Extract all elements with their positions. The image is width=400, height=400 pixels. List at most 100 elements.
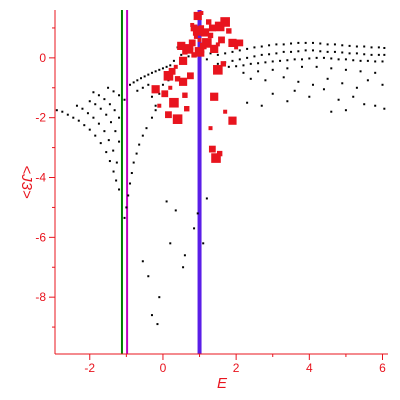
y-ticks: 0 -2 -4 -6 -8	[35, 27, 55, 328]
data-point	[165, 111, 172, 119]
data-point	[260, 104, 263, 107]
data-point	[125, 206, 128, 209]
data-point	[112, 90, 115, 93]
data-point	[370, 46, 373, 49]
data-point	[139, 77, 142, 80]
data-point	[193, 11, 202, 21]
data-point	[231, 59, 234, 62]
data-point	[220, 17, 230, 27]
data-point	[341, 82, 344, 85]
data-point	[172, 114, 183, 124]
data-point	[150, 116, 153, 119]
data-point	[374, 104, 377, 107]
data-point	[177, 41, 186, 50]
data-point	[333, 43, 336, 46]
data-point	[297, 80, 300, 83]
data-point	[383, 53, 386, 56]
data-point	[161, 90, 169, 98]
data-point	[55, 109, 58, 112]
data-point	[286, 59, 289, 62]
data-point	[103, 98, 106, 101]
data-point	[301, 65, 304, 68]
data-point	[228, 38, 237, 48]
data-point	[123, 216, 126, 219]
data-point	[113, 109, 116, 112]
data-point	[249, 77, 252, 80]
data-point	[163, 71, 174, 81]
data-point	[216, 150, 223, 157]
data-point	[173, 64, 178, 69]
data-point	[191, 52, 197, 58]
data-point	[141, 134, 144, 137]
data-point	[99, 107, 102, 110]
data-point	[178, 77, 188, 86]
data-point	[304, 41, 307, 44]
data-point	[246, 101, 249, 104]
data-point	[141, 86, 144, 89]
data-point	[172, 59, 175, 62]
data-point	[88, 128, 91, 131]
data-point	[275, 43, 278, 46]
data-point	[77, 119, 80, 122]
y-tick-label: -6	[35, 230, 46, 244]
data-point	[215, 42, 220, 47]
data-point	[293, 89, 296, 92]
data-point	[352, 59, 355, 62]
data-point	[138, 143, 141, 146]
data-point	[205, 197, 208, 200]
y-tick-label: 0	[39, 51, 46, 65]
axes: -2 0 2 4 6 0 -2 -4 -6 -8	[35, 10, 388, 375]
data-point	[127, 194, 130, 197]
data-point	[192, 26, 203, 36]
data-point	[271, 68, 274, 71]
data-point	[348, 44, 351, 47]
data-point	[208, 24, 216, 32]
data-point	[81, 107, 84, 110]
data-point	[282, 43, 285, 46]
data-point	[108, 103, 111, 106]
data-point	[178, 56, 188, 65]
data-point	[326, 43, 329, 46]
data-point	[208, 145, 216, 153]
data-point	[341, 44, 344, 47]
data-point	[109, 121, 112, 124]
data-point	[210, 92, 219, 101]
data-point	[370, 53, 373, 56]
data-point	[132, 81, 135, 84]
data-point	[182, 49, 188, 55]
data-point	[231, 50, 234, 53]
data-point	[311, 49, 314, 52]
data-point	[202, 38, 212, 48]
vertical-lines	[120, 10, 202, 354]
data-point	[136, 89, 139, 92]
data-point	[355, 86, 358, 89]
y-tick-label: -8	[35, 290, 46, 304]
data-point	[107, 139, 110, 142]
data-point	[61, 110, 64, 113]
data-point	[141, 260, 144, 263]
data-point	[75, 104, 78, 107]
data-point	[165, 200, 168, 203]
data-point	[147, 73, 150, 76]
data-point	[348, 52, 351, 55]
data-point	[322, 56, 325, 59]
data-point	[374, 60, 377, 63]
data-point	[115, 161, 118, 164]
data-point	[341, 51, 344, 54]
y-axis-title: <J3>	[18, 165, 35, 199]
data-point	[182, 266, 185, 269]
data-point	[226, 28, 232, 34]
y-tick-label: -2	[35, 111, 46, 125]
data-point	[154, 70, 157, 73]
data-point	[352, 95, 355, 98]
y-tick-label: -4	[35, 171, 46, 185]
data-point	[235, 65, 238, 68]
data-point	[257, 62, 260, 65]
data-point	[383, 46, 386, 49]
data-point	[326, 50, 329, 53]
data-point	[158, 68, 161, 71]
data-point	[337, 58, 340, 61]
data-point	[194, 47, 205, 57]
data-point	[169, 242, 172, 245]
data-point	[123, 98, 126, 101]
